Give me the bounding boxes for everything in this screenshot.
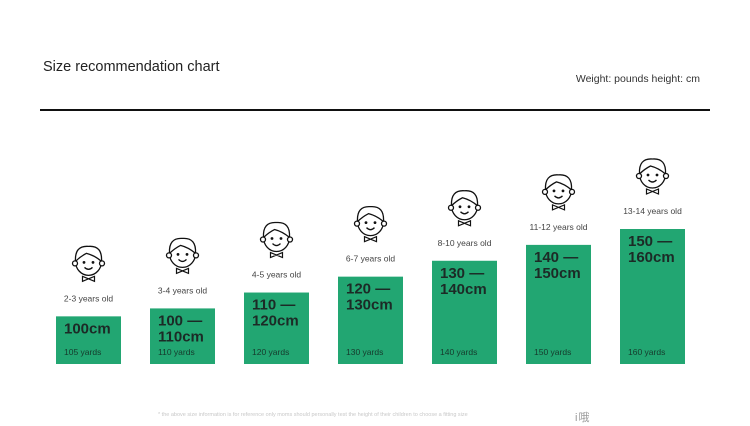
child-face-icon bbox=[259, 221, 294, 259]
size-label: 130cm bbox=[346, 297, 393, 314]
child-face-icon bbox=[541, 174, 576, 211]
yards-label: 140 yards bbox=[440, 347, 477, 357]
header-divider bbox=[40, 109, 710, 111]
yards-label: 105 yards bbox=[64, 347, 101, 357]
child-face-icon bbox=[447, 190, 482, 227]
size-label: 140cm bbox=[440, 281, 487, 298]
size-bar bbox=[338, 276, 403, 364]
size-bar bbox=[526, 244, 591, 364]
size-bar bbox=[150, 308, 215, 364]
size-label: 120 — bbox=[346, 281, 390, 298]
yards-label: 130 yards bbox=[346, 347, 383, 357]
size-label: 110cm bbox=[158, 328, 204, 345]
child-face-icon bbox=[165, 237, 200, 275]
size-label: 140 — bbox=[534, 249, 578, 266]
footnote: * the above size information is for refe… bbox=[158, 412, 468, 418]
size-bar bbox=[432, 260, 497, 364]
child-face-icon bbox=[353, 205, 388, 243]
size-label: 160cm bbox=[628, 249, 675, 266]
age-label: 11-12 years old bbox=[530, 222, 588, 232]
size-bar bbox=[56, 316, 121, 364]
chart-title: Size recommendation chart bbox=[43, 59, 220, 75]
yards-label: 150 yards bbox=[534, 347, 571, 357]
child-face-icon bbox=[635, 158, 670, 195]
units-note: Weight: pounds height: cm bbox=[575, 73, 700, 85]
size-label: 100cm bbox=[64, 320, 111, 337]
size-label: 110 — bbox=[252, 297, 295, 314]
age-label: 2-3 years old bbox=[64, 293, 113, 303]
yards-label: 110 yards bbox=[158, 347, 195, 357]
yards-label: 120 yards bbox=[252, 347, 289, 357]
age-label: 6-7 years old bbox=[346, 254, 395, 264]
watermark-stamp: i哦 bbox=[575, 412, 591, 424]
size-bar bbox=[244, 292, 309, 364]
size-bar bbox=[620, 229, 685, 364]
size-label: 120cm bbox=[252, 313, 299, 330]
age-label: 8-10 years old bbox=[438, 238, 492, 248]
child-face-icon bbox=[71, 245, 106, 283]
age-label: 3-4 years old bbox=[158, 285, 207, 295]
size-label: 130 — bbox=[440, 265, 484, 282]
size-label: 150 — bbox=[628, 233, 672, 250]
size-label: 100 — bbox=[158, 312, 202, 329]
age-label: 13-14 years old bbox=[623, 206, 682, 216]
yards-label: 160 yards bbox=[628, 347, 665, 357]
age-label: 4-5 years old bbox=[252, 270, 301, 280]
size-label: 150cm bbox=[534, 265, 581, 282]
